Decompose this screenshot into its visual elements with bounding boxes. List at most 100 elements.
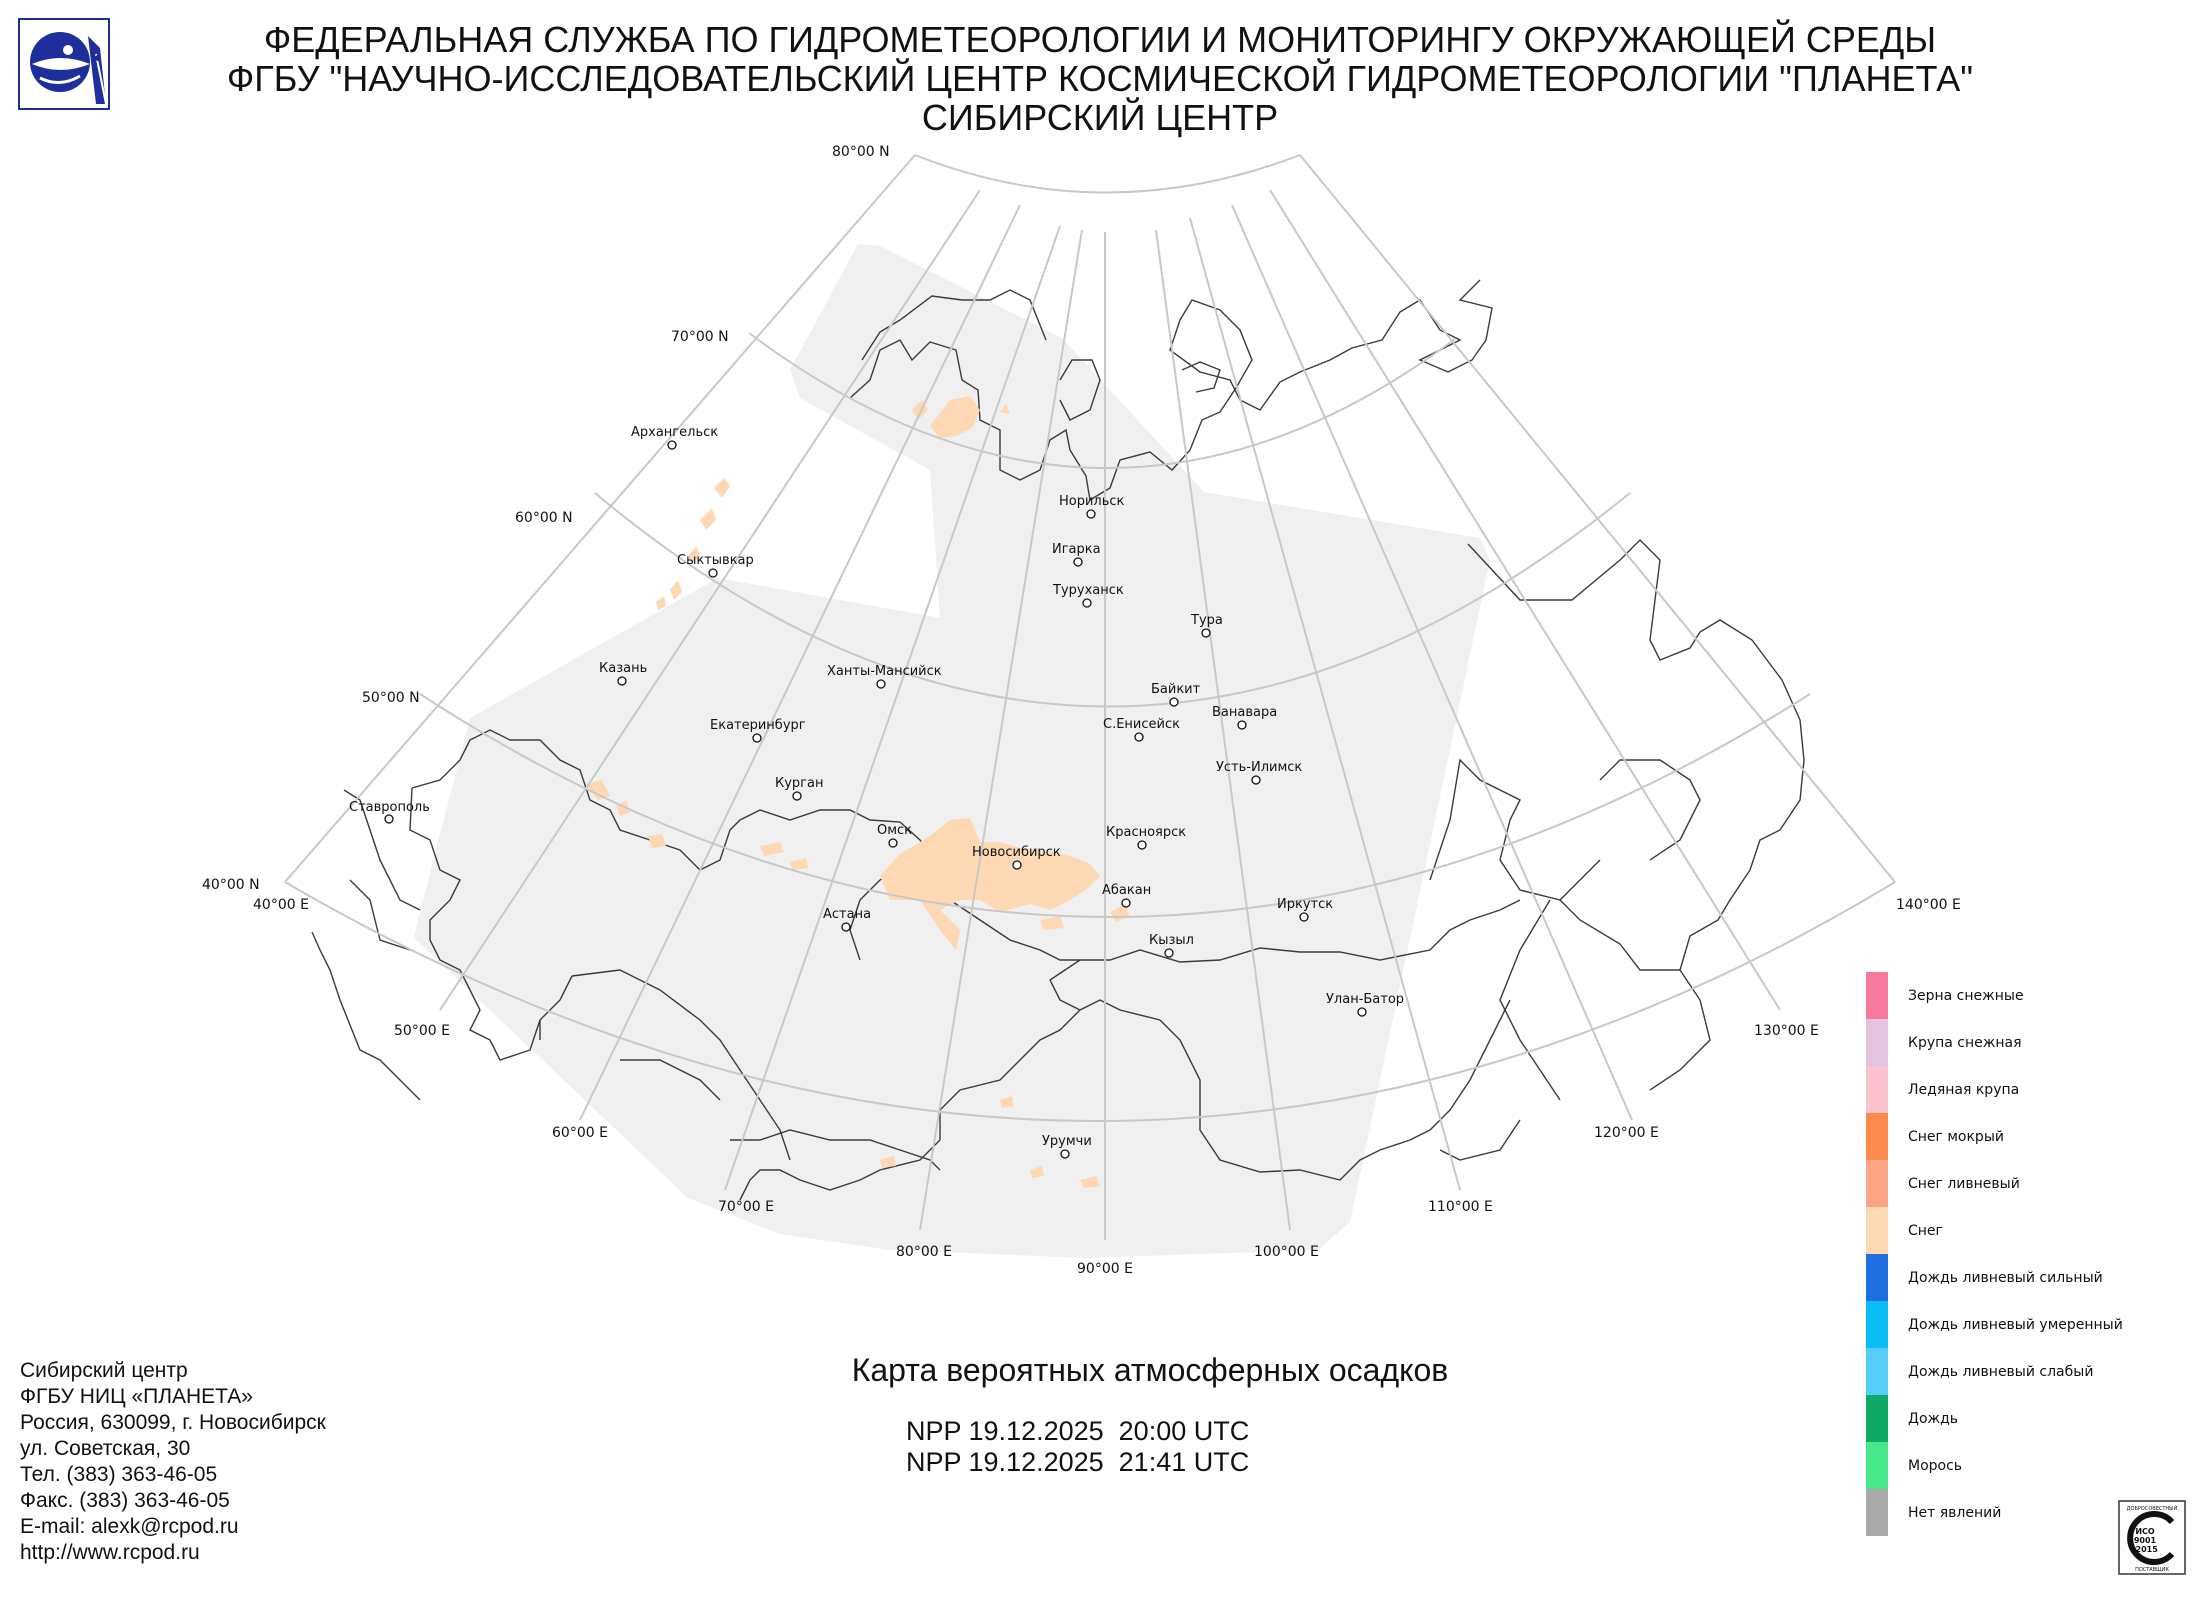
legend-item-ice-pellets: Ледяная крупа <box>1866 1066 2196 1113</box>
lon-label-60: 60°00 E <box>552 1125 608 1141</box>
city-label-omsk: Омск <box>877 823 912 838</box>
meridian-50 <box>439 189 981 1011</box>
latitude-line-50 <box>419 693 1811 918</box>
iso-line-2: 9001 <box>2134 1536 2157 1545</box>
legend-swatch <box>1866 1395 1888 1442</box>
graticule <box>284 154 1896 1240</box>
roshydromet-logo-icon <box>18 18 110 110</box>
legend-label: Дождь ливневый умеренный <box>1908 1316 2123 1333</box>
lon-label-110: 110°00 E <box>1428 1199 1493 1215</box>
legend-label: Морось <box>1908 1457 1963 1474</box>
meridian-60 <box>579 204 1021 1121</box>
meridian-80 <box>919 229 1083 1231</box>
legend-item-snow-showers: Снег ливневый <box>1866 1160 2196 1207</box>
legend-label: Дождь ливневый сильный <box>1908 1269 2103 1286</box>
legend-swatch <box>1866 1019 1888 1066</box>
org-address-street: ул. Советская, 30 <box>20 1437 191 1460</box>
city-label-norilsk: Норильск <box>1059 494 1125 509</box>
legend-item-snow: Снег <box>1866 1207 2196 1254</box>
meridian-130 <box>1269 189 1781 1011</box>
map-title: Карта вероятных атмосферных осадков <box>851 1352 1449 1388</box>
lon-label-90: 90°00 E <box>1077 1261 1133 1277</box>
city-label-vanavara: Ванавара <box>1212 705 1277 720</box>
header-line-3: СИБИРСКИЙ ЦЕНТР <box>921 97 1279 138</box>
legend-item-snow-grains: Зерна снежные <box>1866 972 2196 1019</box>
legend-swatch <box>1866 1207 1888 1254</box>
legend-label: Крупа снежная <box>1908 1034 2022 1051</box>
lon-label-140: 140°00 E <box>1896 897 1961 913</box>
legend-item-rain: Дождь <box>1866 1395 2196 1442</box>
lat-label-70: 70°00 N <box>671 329 729 345</box>
city-label-arkhangelsk: Архангельск <box>631 425 718 440</box>
legend-item-wet-snow: Снег мокрый <box>1866 1113 2196 1160</box>
meridian-100 <box>1155 229 1291 1231</box>
city-label-baykit: Байкит <box>1151 682 1201 697</box>
precipitation-snow-areas <box>586 396 1130 1188</box>
iso-arc-top: ДОБРОСОВЕСТНЫЙ <box>2127 1505 2178 1512</box>
org-address-city: Россия, 630099, г. Новосибирск <box>20 1411 326 1434</box>
legend-item-moderate-rain-showers: Дождь ливневый умеренный <box>1866 1301 2196 1348</box>
legend-swatch <box>1866 1066 1888 1113</box>
city-label-ust-ilimsk: Усть-Илимск <box>1216 760 1302 775</box>
org-fax: Факс. (383) 363-46-05 <box>20 1489 230 1512</box>
iso-arc-bottom: ПОСТАВЩИК <box>2135 1567 2169 1573</box>
lon-label-80: 80°00 E <box>896 1244 952 1260</box>
lon-label-40: 40°00 E <box>253 897 309 913</box>
city-label-urumqi: Урумчи <box>1042 1134 1092 1149</box>
city-label-ulan-bator: Улан-Батор <box>1326 992 1404 1007</box>
legend-swatch <box>1866 1442 1888 1489</box>
city-label-khanty-mansiysk: Ханты-Мансийск <box>827 664 942 679</box>
city-label-turukhansk: Туруханск <box>1052 583 1124 598</box>
lat-label-50: 50°00 N <box>362 690 420 706</box>
legend-item-drizzle: Морось <box>1866 1442 2196 1489</box>
city-label-krasnoyarsk: Красноярск <box>1106 825 1186 840</box>
city-label-astana: Астана <box>823 907 871 922</box>
city-label-irkutsk: Иркутск <box>1277 897 1333 912</box>
lat-label-60: 60°00 N <box>515 510 573 526</box>
city-label-tura: Тура <box>1190 613 1223 628</box>
legend-label: Ледяная крупа <box>1908 1081 2020 1098</box>
legend-swatch <box>1866 1160 1888 1207</box>
lon-label-50: 50°00 E <box>394 1023 450 1039</box>
meridian-40 <box>284 154 916 883</box>
legend-swatch <box>1866 1348 1888 1395</box>
satellite-pass-1: NPP 19.12.2025 20:00 UTC <box>906 1416 1250 1446</box>
iso-line-3: -2015 <box>2132 1545 2158 1554</box>
legend-swatch <box>1866 972 1888 1019</box>
satellite-pass-2: NPP 19.12.2025 21:41 UTC <box>906 1447 1250 1477</box>
legend-label: Снег <box>1908 1222 1943 1239</box>
city-label-kazan: Казань <box>599 661 647 676</box>
city-label-syktyvkar: Сыктывкар <box>677 553 754 568</box>
city-label-yekaterinburg: Екатеринбург <box>710 718 806 733</box>
lon-label-70: 70°00 E <box>718 1199 774 1215</box>
latitude-line-60 <box>594 492 1631 708</box>
city-label-stavropol: Ставрополь <box>349 800 430 815</box>
city-label-igarka: Игарка <box>1052 542 1101 557</box>
lon-label-130: 130°00 E <box>1754 1023 1819 1039</box>
meridian-70 <box>724 225 1061 1191</box>
city-label-novosibirsk: Новосибирск <box>972 845 1061 860</box>
org-phone: Тел. (383) 363-46-05 <box>20 1463 218 1486</box>
lat-label-40: 40°00 N <box>202 877 260 893</box>
legend-label: Дождь ливневый слабый <box>1908 1363 2094 1380</box>
legend-label: Снег ливневый <box>1908 1175 2020 1192</box>
legend-item-heavy-rain-showers: Дождь ливневый сильный <box>1866 1254 2196 1301</box>
legend-label: Снег мокрый <box>1908 1128 2004 1145</box>
org-website: http://www.rcpod.ru <box>20 1541 200 1564</box>
legend-swatch <box>1866 1301 1888 1348</box>
legend-item-light-rain-showers: Дождь ливневый слабый <box>1866 1348 2196 1395</box>
city-labels: Архангельск Сыктывкар Казань Ставрополь … <box>349 425 1404 1149</box>
city-label-s-yeniseysk: С.Енисейск <box>1103 717 1180 732</box>
header-line-1: ФЕДЕРАЛЬНАЯ СЛУЖБА ПО ГИДРОМЕТЕОРОЛОГИИ … <box>263 19 1937 60</box>
lat-label-80: 80°00 N <box>832 144 890 160</box>
lon-label-120: 120°00 E <box>1594 1125 1659 1141</box>
latitude-line-40 <box>284 881 1896 1122</box>
legend-item-snow-pellets: Крупа снежная <box>1866 1019 2196 1066</box>
graticule-labels: 80°00 N 70°00 N 60°00 N 50°00 N 40°00 N … <box>202 144 1961 1277</box>
meridian-140 <box>1299 154 1896 883</box>
legend-label: Дождь <box>1908 1410 1959 1427</box>
header-line-2: ФГБУ "НАУЧНО-ИССЛЕДОВАТЕЛЬСКИЙ ЦЕНТР КОС… <box>226 58 1974 99</box>
iso-certification-icon: ИСО 9001 -2015 ДОБРОСОВЕСТНЫЙ ПОСТАВЩИК <box>2118 1500 2186 1575</box>
legend-label: Зерна снежные <box>1908 987 2024 1004</box>
